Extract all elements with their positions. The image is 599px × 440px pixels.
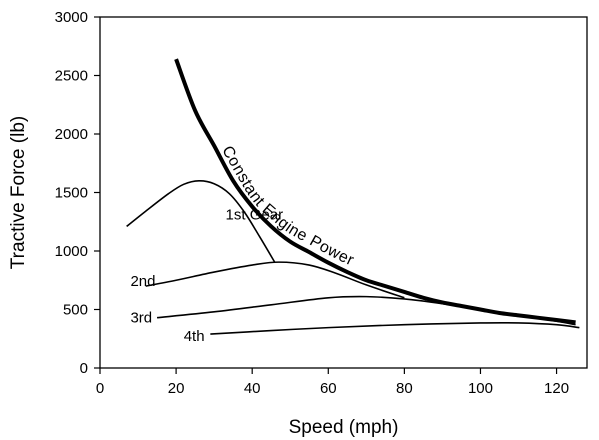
y-tick-label: 2500	[55, 68, 88, 85]
series-line-4th	[210, 321, 580, 335]
y-axis-title: Tractive Force (lb)	[8, 116, 29, 269]
y-tick-label: 0	[80, 360, 88, 377]
series-line-constant-engine-power	[174, 58, 576, 325]
x-tick-label: 100	[468, 380, 493, 397]
series-line-3rd	[156, 295, 576, 326]
y-tick-label: 1500	[55, 185, 88, 202]
series-line-1st-gear	[126, 179, 276, 264]
label-3rd: 3rd	[130, 309, 152, 326]
x-tick-label: 120	[544, 380, 569, 397]
x-tick-label: 40	[244, 380, 261, 397]
label-4th: 4th	[184, 328, 205, 345]
y-tick-label: 1000	[55, 243, 88, 260]
x-tick-label: 20	[168, 380, 185, 397]
series-line-2nd	[145, 261, 405, 299]
x-tick-label: 80	[396, 380, 413, 397]
chart-series	[126, 58, 580, 335]
label-2nd: 2nd	[130, 273, 155, 290]
chart-axes: 0 20 40 60 80 100 120 0 500 1000 1500 2000 2500 3000	[55, 9, 588, 397]
x-axis-title: Speed (mph)	[289, 417, 399, 438]
y-tick-label: 500	[63, 302, 88, 319]
label-1st-gear: 1st Gear	[226, 206, 284, 223]
y-tick-label: 3000	[55, 9, 88, 26]
x-tick-label: 60	[320, 380, 337, 397]
y-tick-label: 2000	[55, 126, 88, 143]
x-tick-label: 0	[96, 380, 104, 397]
